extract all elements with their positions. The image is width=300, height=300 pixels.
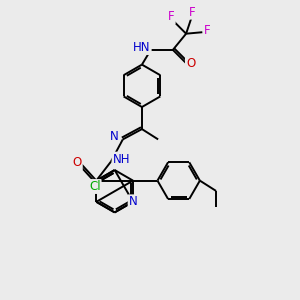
Text: F: F: [204, 24, 211, 37]
Text: N: N: [129, 195, 137, 208]
Text: N: N: [110, 130, 118, 143]
Text: HN: HN: [133, 41, 151, 54]
Text: O: O: [73, 157, 82, 169]
Text: O: O: [186, 57, 195, 70]
Text: F: F: [168, 11, 175, 23]
Text: NH: NH: [112, 153, 130, 166]
Text: F: F: [189, 6, 195, 19]
Text: Cl: Cl: [89, 180, 100, 193]
